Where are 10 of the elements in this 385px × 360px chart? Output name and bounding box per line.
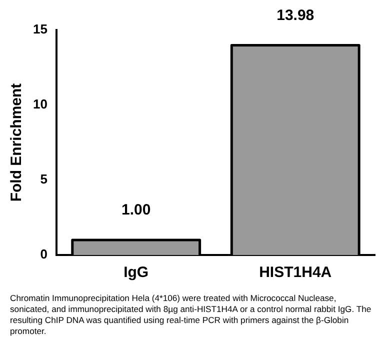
text: Chromatin Immunoprecipitation Hela (4*106) were treated with Micrococcal Nuclease, sonicated, and immunoprecipitated with 8µg anti-HIST1H4A or a control normal rabbit IgG. The resulting ChIP DNA was quantified using real-time PCR with primers against the β-Globin promoter. bbox=[9, 293, 372, 337]
y-tick-label: 15 bbox=[32, 22, 48, 37]
y-tick-label: 5 bbox=[40, 172, 48, 187]
x-tick-label: HIST1H4A bbox=[259, 264, 332, 282]
data-label: 13.98 bbox=[276, 6, 314, 24]
x-tick-label: IgG bbox=[124, 264, 149, 282]
data-label: 1.00 bbox=[121, 202, 151, 219]
y-tick-label: 0 bbox=[40, 246, 48, 262]
y-tick-label: 10 bbox=[32, 96, 48, 112]
y-axis-title: Fold Enrichment bbox=[8, 83, 26, 202]
